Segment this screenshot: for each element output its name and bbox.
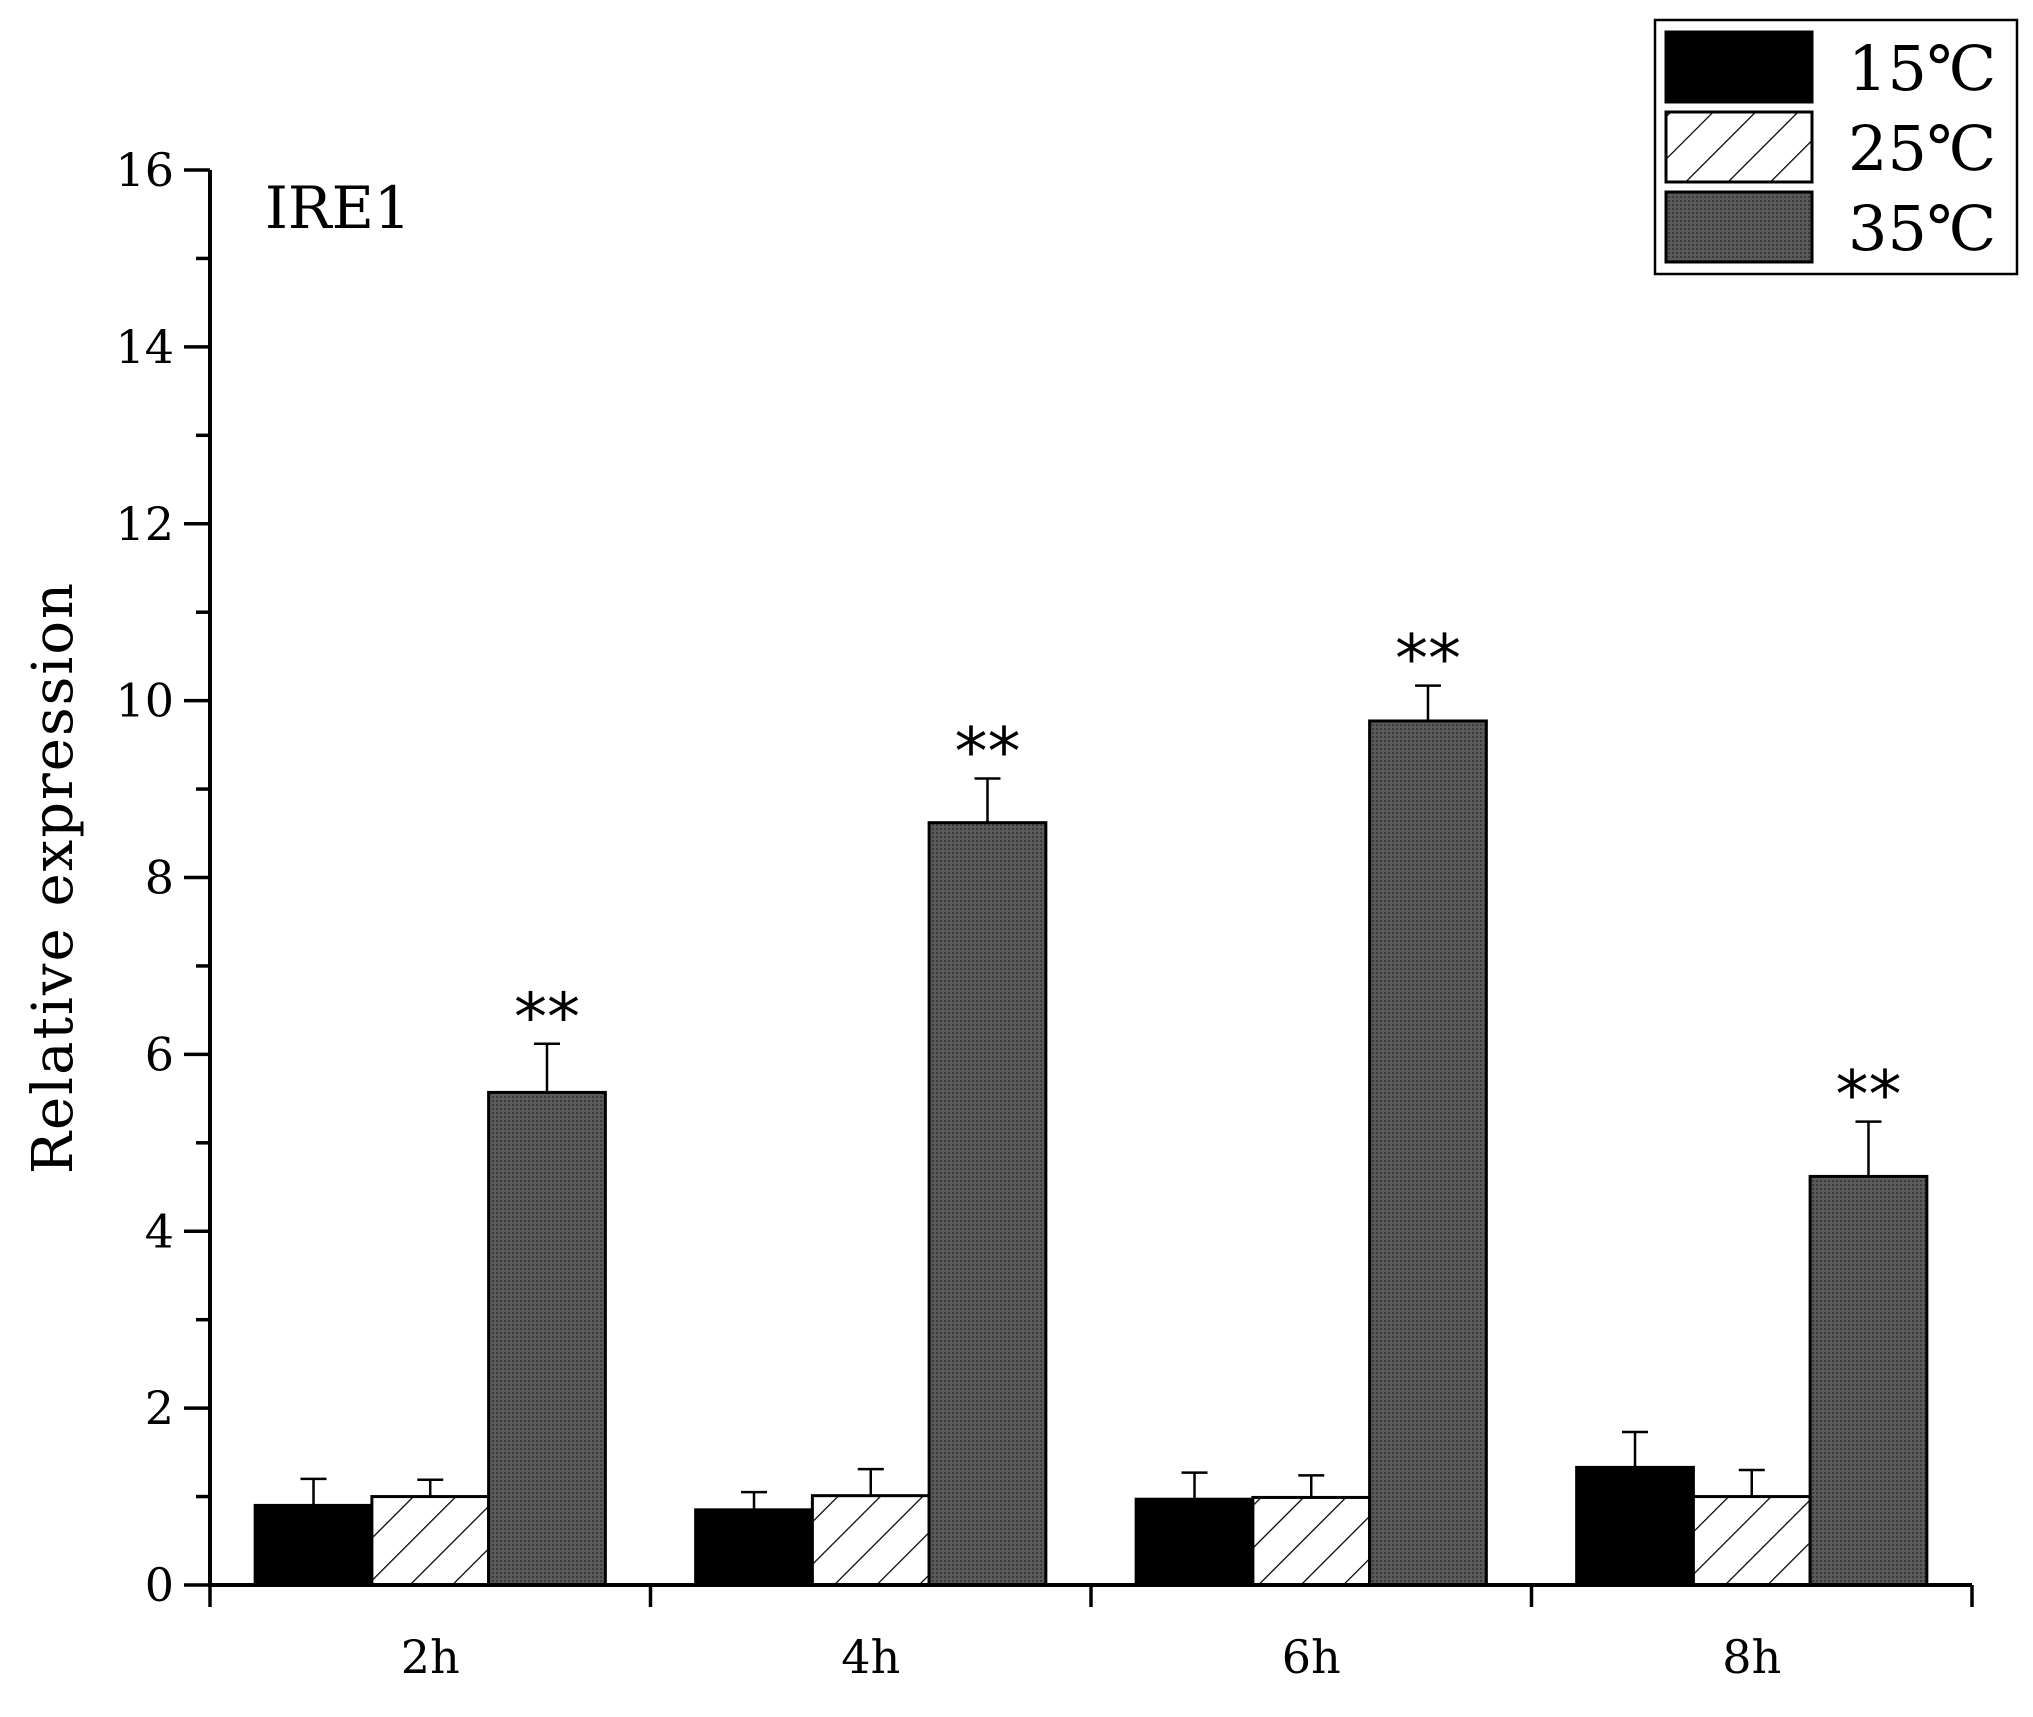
bar-8h-2 — [1808, 1174, 1929, 1587]
bar-8h-0 — [1575, 1465, 1695, 1587]
y-tick-label: 0 — [145, 1558, 174, 1612]
x-tick-label: 6h — [1282, 1630, 1341, 1684]
legend-swatch-1 — [1664, 110, 1814, 184]
y-axis-title: Relative expression — [21, 581, 86, 1174]
bars-layer: ** ** ** ** — [253, 621, 1929, 1587]
bar-2h-1 — [370, 1495, 491, 1587]
y-tick-label: 4 — [145, 1204, 174, 1258]
bar-2h-2 — [487, 1090, 607, 1587]
y-tick-label: 6 — [145, 1027, 174, 1081]
bar-8h-1 — [1691, 1495, 1812, 1587]
bar-4h-0 — [694, 1508, 814, 1587]
legend-label: 25℃ — [1848, 112, 1996, 185]
axes-layer: 0 2 4 6 8 10 12 14 16 2h 4h 6h 8h — [115, 143, 1974, 1684]
bar-4h-1 — [810, 1494, 931, 1587]
y-tick-label: 14 — [115, 320, 174, 374]
legend-swatch-2 — [1664, 190, 1814, 264]
bar-4h-2 — [927, 821, 1048, 1587]
bar-6h-1 — [1251, 1495, 1372, 1587]
significance-marker: ** — [954, 713, 1020, 790]
bar-2h-0 — [253, 1503, 374, 1587]
x-tick-label: 8h — [1722, 1630, 1781, 1684]
x-tick-label: 4h — [841, 1630, 900, 1684]
legend-label: 15℃ — [1848, 32, 1996, 105]
gene-label: IRE1 — [265, 174, 411, 242]
bar-6h-2 — [1368, 719, 1488, 1587]
y-tick-label: 8 — [145, 851, 174, 905]
legend-label: 35℃ — [1848, 192, 1996, 265]
y-tick-label: 10 — [115, 674, 174, 728]
y-tick-label: 16 — [115, 143, 174, 197]
legend-swatch-0 — [1664, 30, 1814, 104]
significance-marker: ** — [1835, 1057, 1901, 1134]
x-tick-label: 2h — [401, 1630, 460, 1684]
bar-6h-0 — [1134, 1497, 1255, 1587]
y-tick-label: 12 — [115, 497, 174, 551]
legend: 15℃25℃35℃ — [1653, 18, 2019, 276]
significance-marker: ** — [514, 979, 580, 1056]
y-tick-label: 2 — [145, 1381, 174, 1435]
significance-marker: ** — [1395, 621, 1461, 698]
